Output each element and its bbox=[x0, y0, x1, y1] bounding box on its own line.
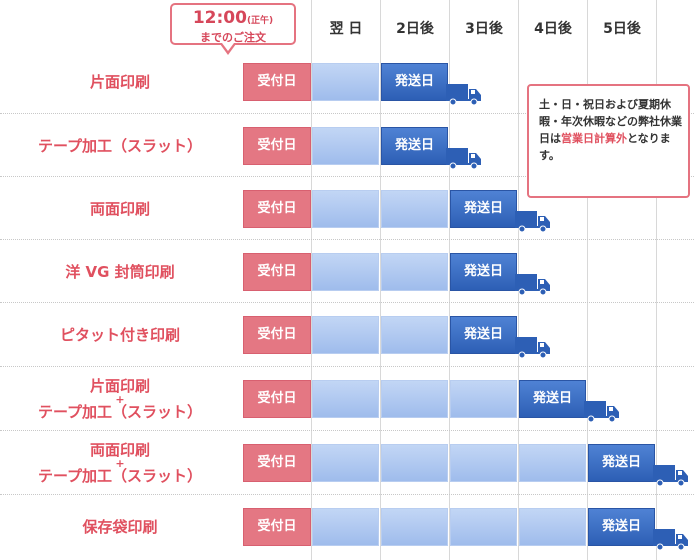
ship-day-cell: 発送日 bbox=[381, 63, 448, 101]
row-label: ピタット付き印刷 bbox=[0, 325, 240, 344]
day-header: 翌 日 bbox=[329, 21, 363, 37]
processing-day-cell bbox=[450, 508, 517, 546]
truck-icon bbox=[514, 209, 552, 233]
processing-day-cell bbox=[450, 380, 517, 418]
receive-day-cell: 受付日 bbox=[243, 190, 311, 228]
ship-day-cell: 発送日 bbox=[450, 190, 517, 228]
ship-day-cell: 発送日 bbox=[450, 253, 517, 291]
truck-icon bbox=[583, 399, 621, 423]
processing-day-cell bbox=[312, 508, 379, 546]
row-label-line: 片面印刷 bbox=[89, 72, 150, 91]
row-separator bbox=[0, 430, 694, 431]
row-label: 両面印刷 + テープ加工（スラット） bbox=[0, 440, 240, 485]
receive-day-cell: 受付日 bbox=[243, 316, 311, 354]
holiday-note: 土・日・祝日および夏期休暇・年次休暇などの弊社休業日は営業日計算外となります。 bbox=[527, 84, 690, 198]
plus-sign: + bbox=[115, 456, 125, 470]
processing-day-cell bbox=[312, 127, 379, 165]
row-separator bbox=[0, 302, 694, 303]
row-separator bbox=[0, 494, 694, 495]
row-label: 片面印刷 bbox=[0, 72, 240, 91]
grid-line bbox=[656, 0, 657, 560]
deadline-callout: 12:00(正午) までのご注文 bbox=[170, 3, 296, 55]
processing-day-cell bbox=[381, 190, 448, 228]
processing-day-cell bbox=[450, 444, 517, 482]
processing-day-cell bbox=[312, 190, 379, 228]
processing-day-cell bbox=[381, 380, 448, 418]
row-separator bbox=[0, 366, 694, 367]
processing-day-cell bbox=[381, 253, 448, 291]
processing-day-cell bbox=[312, 444, 379, 482]
receive-day-cell: 受付日 bbox=[243, 508, 311, 546]
deadline-text: までのご注文 bbox=[200, 31, 266, 44]
truck-icon bbox=[514, 335, 552, 359]
truck-icon bbox=[652, 527, 690, 551]
ship-day-cell: 発送日 bbox=[588, 508, 655, 546]
day-header: 4日後 bbox=[534, 21, 572, 37]
truck-icon bbox=[445, 146, 483, 170]
day-header: 5日後 bbox=[603, 21, 641, 37]
truck-icon bbox=[445, 82, 483, 106]
row-label: 片面印刷 + テープ加工（スラット） bbox=[0, 376, 240, 421]
row-label-line: 洋 VG 封筒印刷 bbox=[65, 262, 175, 281]
processing-day-cell bbox=[381, 508, 448, 546]
processing-day-cell bbox=[312, 253, 379, 291]
row-separator bbox=[0, 113, 694, 114]
row-label-line: テープ加工（スラット） bbox=[37, 402, 203, 421]
row-label: 両面印刷 bbox=[0, 199, 240, 218]
row-label-line: テープ加工（スラット） bbox=[37, 136, 203, 155]
processing-day-cell bbox=[312, 316, 379, 354]
grid-line bbox=[380, 0, 381, 560]
ship-day-cell: 発送日 bbox=[450, 316, 517, 354]
processing-day-cell bbox=[519, 508, 586, 546]
processing-day-cell bbox=[312, 380, 379, 418]
receive-day-cell: 受付日 bbox=[243, 444, 311, 482]
note-highlight: 営業日計算外 bbox=[561, 132, 627, 145]
row-label-line: 片面印刷 bbox=[89, 376, 150, 395]
receive-day-cell: 受付日 bbox=[243, 253, 311, 291]
truck-icon bbox=[652, 463, 690, 487]
processing-day-cell bbox=[312, 63, 379, 101]
row-label-line: 両面印刷 bbox=[89, 440, 150, 459]
row-label: 洋 VG 封筒印刷 bbox=[0, 262, 240, 281]
grid-line bbox=[311, 0, 312, 560]
receive-day-cell: 受付日 bbox=[243, 380, 311, 418]
row-label-line: テープ加工（スラット） bbox=[37, 466, 203, 485]
deadline-time: 12:00(正午) bbox=[192, 8, 274, 28]
truck-icon bbox=[514, 272, 552, 296]
processing-day-cell bbox=[381, 444, 448, 482]
processing-day-cell bbox=[519, 444, 586, 482]
row-label-line: ピタット付き印刷 bbox=[59, 325, 180, 344]
row-label: 保存袋印刷 bbox=[0, 517, 240, 536]
grid-line bbox=[449, 0, 450, 560]
receive-day-cell: 受付日 bbox=[243, 63, 311, 101]
ship-day-cell: 発送日 bbox=[381, 127, 448, 165]
receive-day-cell: 受付日 bbox=[243, 127, 311, 165]
grid-line bbox=[587, 0, 588, 560]
row-separator bbox=[0, 239, 694, 240]
row-label-line: 保存袋印刷 bbox=[82, 517, 158, 536]
day-header: 3日後 bbox=[465, 21, 503, 37]
plus-sign: + bbox=[115, 392, 125, 406]
row-label: テープ加工（スラット） bbox=[0, 136, 240, 155]
processing-day-cell bbox=[381, 316, 448, 354]
ship-day-cell: 発送日 bbox=[588, 444, 655, 482]
ship-day-cell: 発送日 bbox=[519, 380, 586, 418]
day-header: 2日後 bbox=[396, 21, 434, 37]
row-separator bbox=[0, 176, 694, 177]
row-label-line: 両面印刷 bbox=[89, 199, 150, 218]
